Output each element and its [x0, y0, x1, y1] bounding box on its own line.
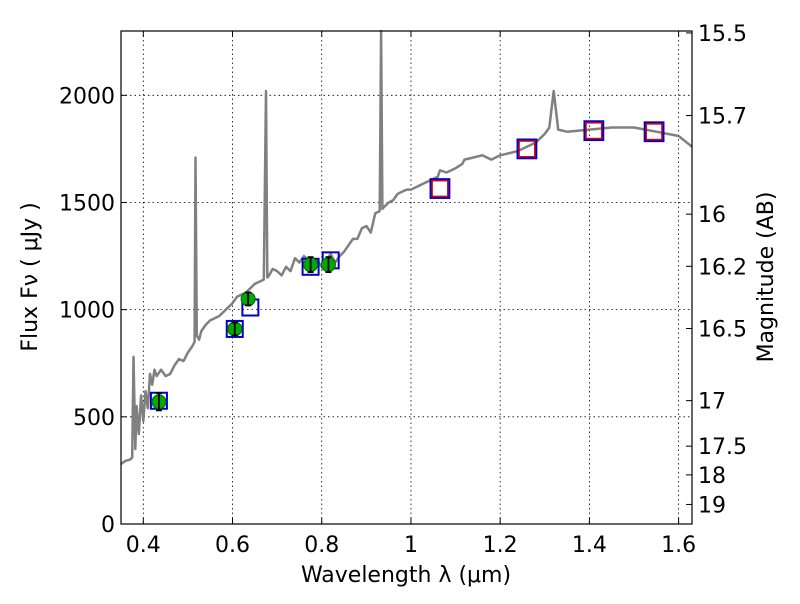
grid-lines	[121, 31, 692, 524]
x-tick-label: 1	[404, 533, 418, 558]
spectrum-series	[120, 29, 693, 466]
y-tick-label: 0	[101, 513, 115, 538]
y-tick-label: 1000	[59, 299, 115, 324]
y2-tick-label: 17.5	[698, 435, 747, 460]
x-tick-label: 0.4	[126, 533, 161, 558]
y2-tick-label: 18	[698, 464, 726, 489]
nir-model-marker	[518, 139, 536, 158]
y2-tick-label: 15.7	[698, 105, 747, 130]
nir-model-box	[516, 138, 538, 160]
y2-tick-label: 16.2	[698, 255, 747, 280]
x-tick-label: 1.2	[483, 533, 518, 558]
y2-axis-title: Magnitude (AB)	[754, 192, 779, 363]
nir-model-box	[643, 121, 665, 143]
x-tick-label: 0.8	[304, 533, 339, 558]
axis-ticks: 0.4 0.6 0.8 1 1.2 1.4 1.6 0 500 1000 1500 2000 15.5 1…	[59, 22, 747, 558]
y2-tick-label: 15.5	[698, 22, 747, 47]
marker-series	[149, 120, 665, 412]
y2-tick-label: 16.5	[698, 318, 747, 343]
nir-model-marker	[431, 179, 449, 198]
y2-tick-label: 17	[698, 390, 726, 415]
y2-tick-label: 16	[698, 203, 726, 228]
y-tick-label: 1500	[59, 191, 115, 216]
optical-model-marker	[225, 319, 244, 338]
x-tick-label: 1.6	[661, 533, 696, 558]
x-tick-label: 1.4	[572, 533, 607, 558]
spectrum-line	[120, 29, 693, 466]
y2-tick-label: 19	[698, 493, 726, 518]
nir-model-marker	[584, 121, 603, 140]
plot-frame	[120, 30, 693, 525]
nir-model-marker	[645, 122, 663, 141]
nir-model-box	[583, 120, 605, 142]
y-tick-label: 2000	[59, 84, 115, 109]
nir-model-box	[429, 178, 451, 199]
x-tick-label: 0.6	[215, 533, 250, 558]
y-tick-label: 500	[73, 406, 115, 431]
x-axis-title: Wavelength λ (μm)	[301, 563, 511, 588]
y-axis-title: Flux Fν ( μJy )	[18, 202, 43, 351]
